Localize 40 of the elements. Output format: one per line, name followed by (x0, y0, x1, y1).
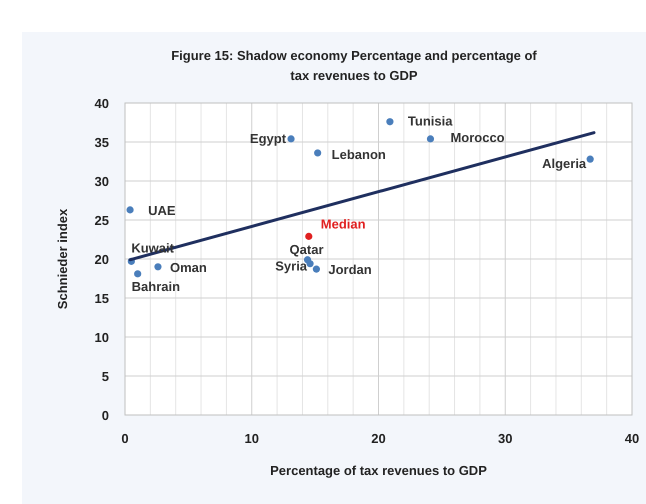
annotation: Lebanon (332, 146, 386, 162)
y-tick-label: 25 (94, 213, 109, 228)
point (134, 270, 142, 278)
annotation: Syria (275, 258, 308, 274)
y-tick-label: 20 (94, 252, 109, 267)
y-tick-label: 30 (94, 174, 109, 189)
point (426, 135, 434, 142)
annotation: Jordan (328, 262, 372, 278)
point (154, 263, 162, 270)
annotation: Qatar (290, 242, 324, 257)
y-axis-title: Schnieder index (55, 208, 70, 310)
point (386, 118, 394, 126)
annotation: UAE (148, 202, 176, 218)
x-tick-label: 40 (624, 431, 640, 446)
annotation: Egypt (250, 130, 287, 146)
annotation: Kuwait (131, 240, 175, 256)
x-tick-label: 20 (371, 431, 386, 446)
annotation: Bahrain (132, 278, 180, 294)
series-label: Median (320, 216, 366, 232)
annotation: Tunisia (408, 114, 454, 129)
point (314, 149, 322, 157)
y-tick-label: 0 (102, 408, 109, 423)
point (126, 206, 134, 214)
y-tick-label: 10 (94, 330, 109, 345)
annotation: Algeria (542, 156, 587, 172)
x-tick-label: 0 (121, 431, 129, 446)
point (305, 232, 312, 240)
x-tick-label: 10 (244, 431, 259, 446)
x-tick-label: 30 (498, 431, 512, 446)
point (586, 156, 594, 163)
chart-title: Figure 15: Shadow economy Percentage and percentage of tax revenues to GDP (171, 48, 538, 83)
y-tick-label: 15 (94, 291, 109, 306)
y-tick-label: 5 (102, 369, 109, 384)
y-tick-label: 40 (94, 96, 109, 111)
y-tick-label: 35 (94, 135, 109, 150)
x-axis-title: Percentage of tax revenues to GDP (270, 463, 488, 478)
annotation: Morocco (450, 130, 505, 145)
annotation: Oman (170, 260, 207, 275)
point (312, 266, 320, 273)
point (287, 135, 295, 142)
